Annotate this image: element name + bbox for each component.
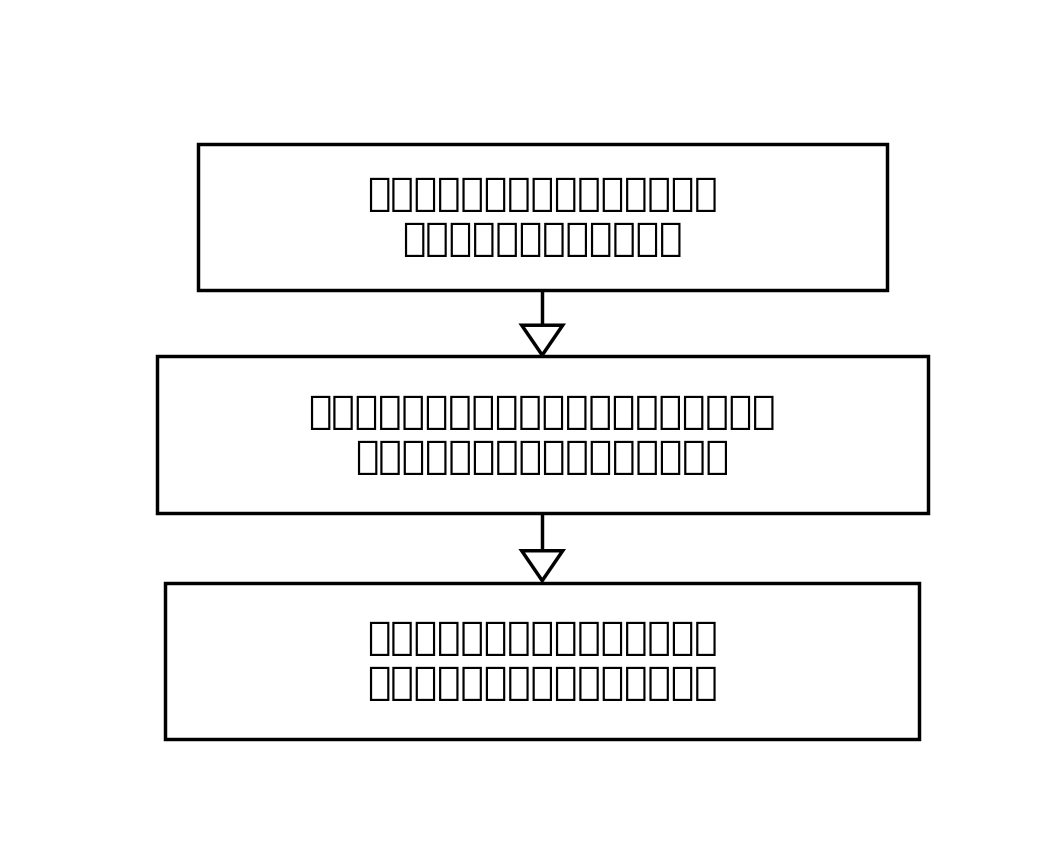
Text: 将载荷参数输入所述桩板结构三维静力模型，: 将载荷参数输入所述桩板结构三维静力模型， bbox=[309, 393, 776, 431]
Text: 输出桩板结构的变形结果和受力结果: 输出桩板结构的变形结果和受力结果 bbox=[355, 438, 729, 476]
Bar bbox=[157, 357, 928, 513]
Bar bbox=[198, 143, 887, 290]
Text: 核，确定桩板结构的最终结构参数: 核，确定桩板结构的最终结构参数 bbox=[367, 664, 717, 702]
Bar bbox=[165, 582, 919, 739]
Text: 基于拟定的桩板结构的结构参数，: 基于拟定的桩板结构的结构参数， bbox=[367, 175, 717, 213]
Text: 对所述变形结果和受力结果进行校: 对所述变形结果和受力结果进行校 bbox=[367, 619, 717, 658]
Polygon shape bbox=[522, 550, 563, 581]
Polygon shape bbox=[522, 325, 563, 355]
Text: 建立桩板结构三维静力模型: 建立桩板结构三维静力模型 bbox=[402, 220, 682, 258]
